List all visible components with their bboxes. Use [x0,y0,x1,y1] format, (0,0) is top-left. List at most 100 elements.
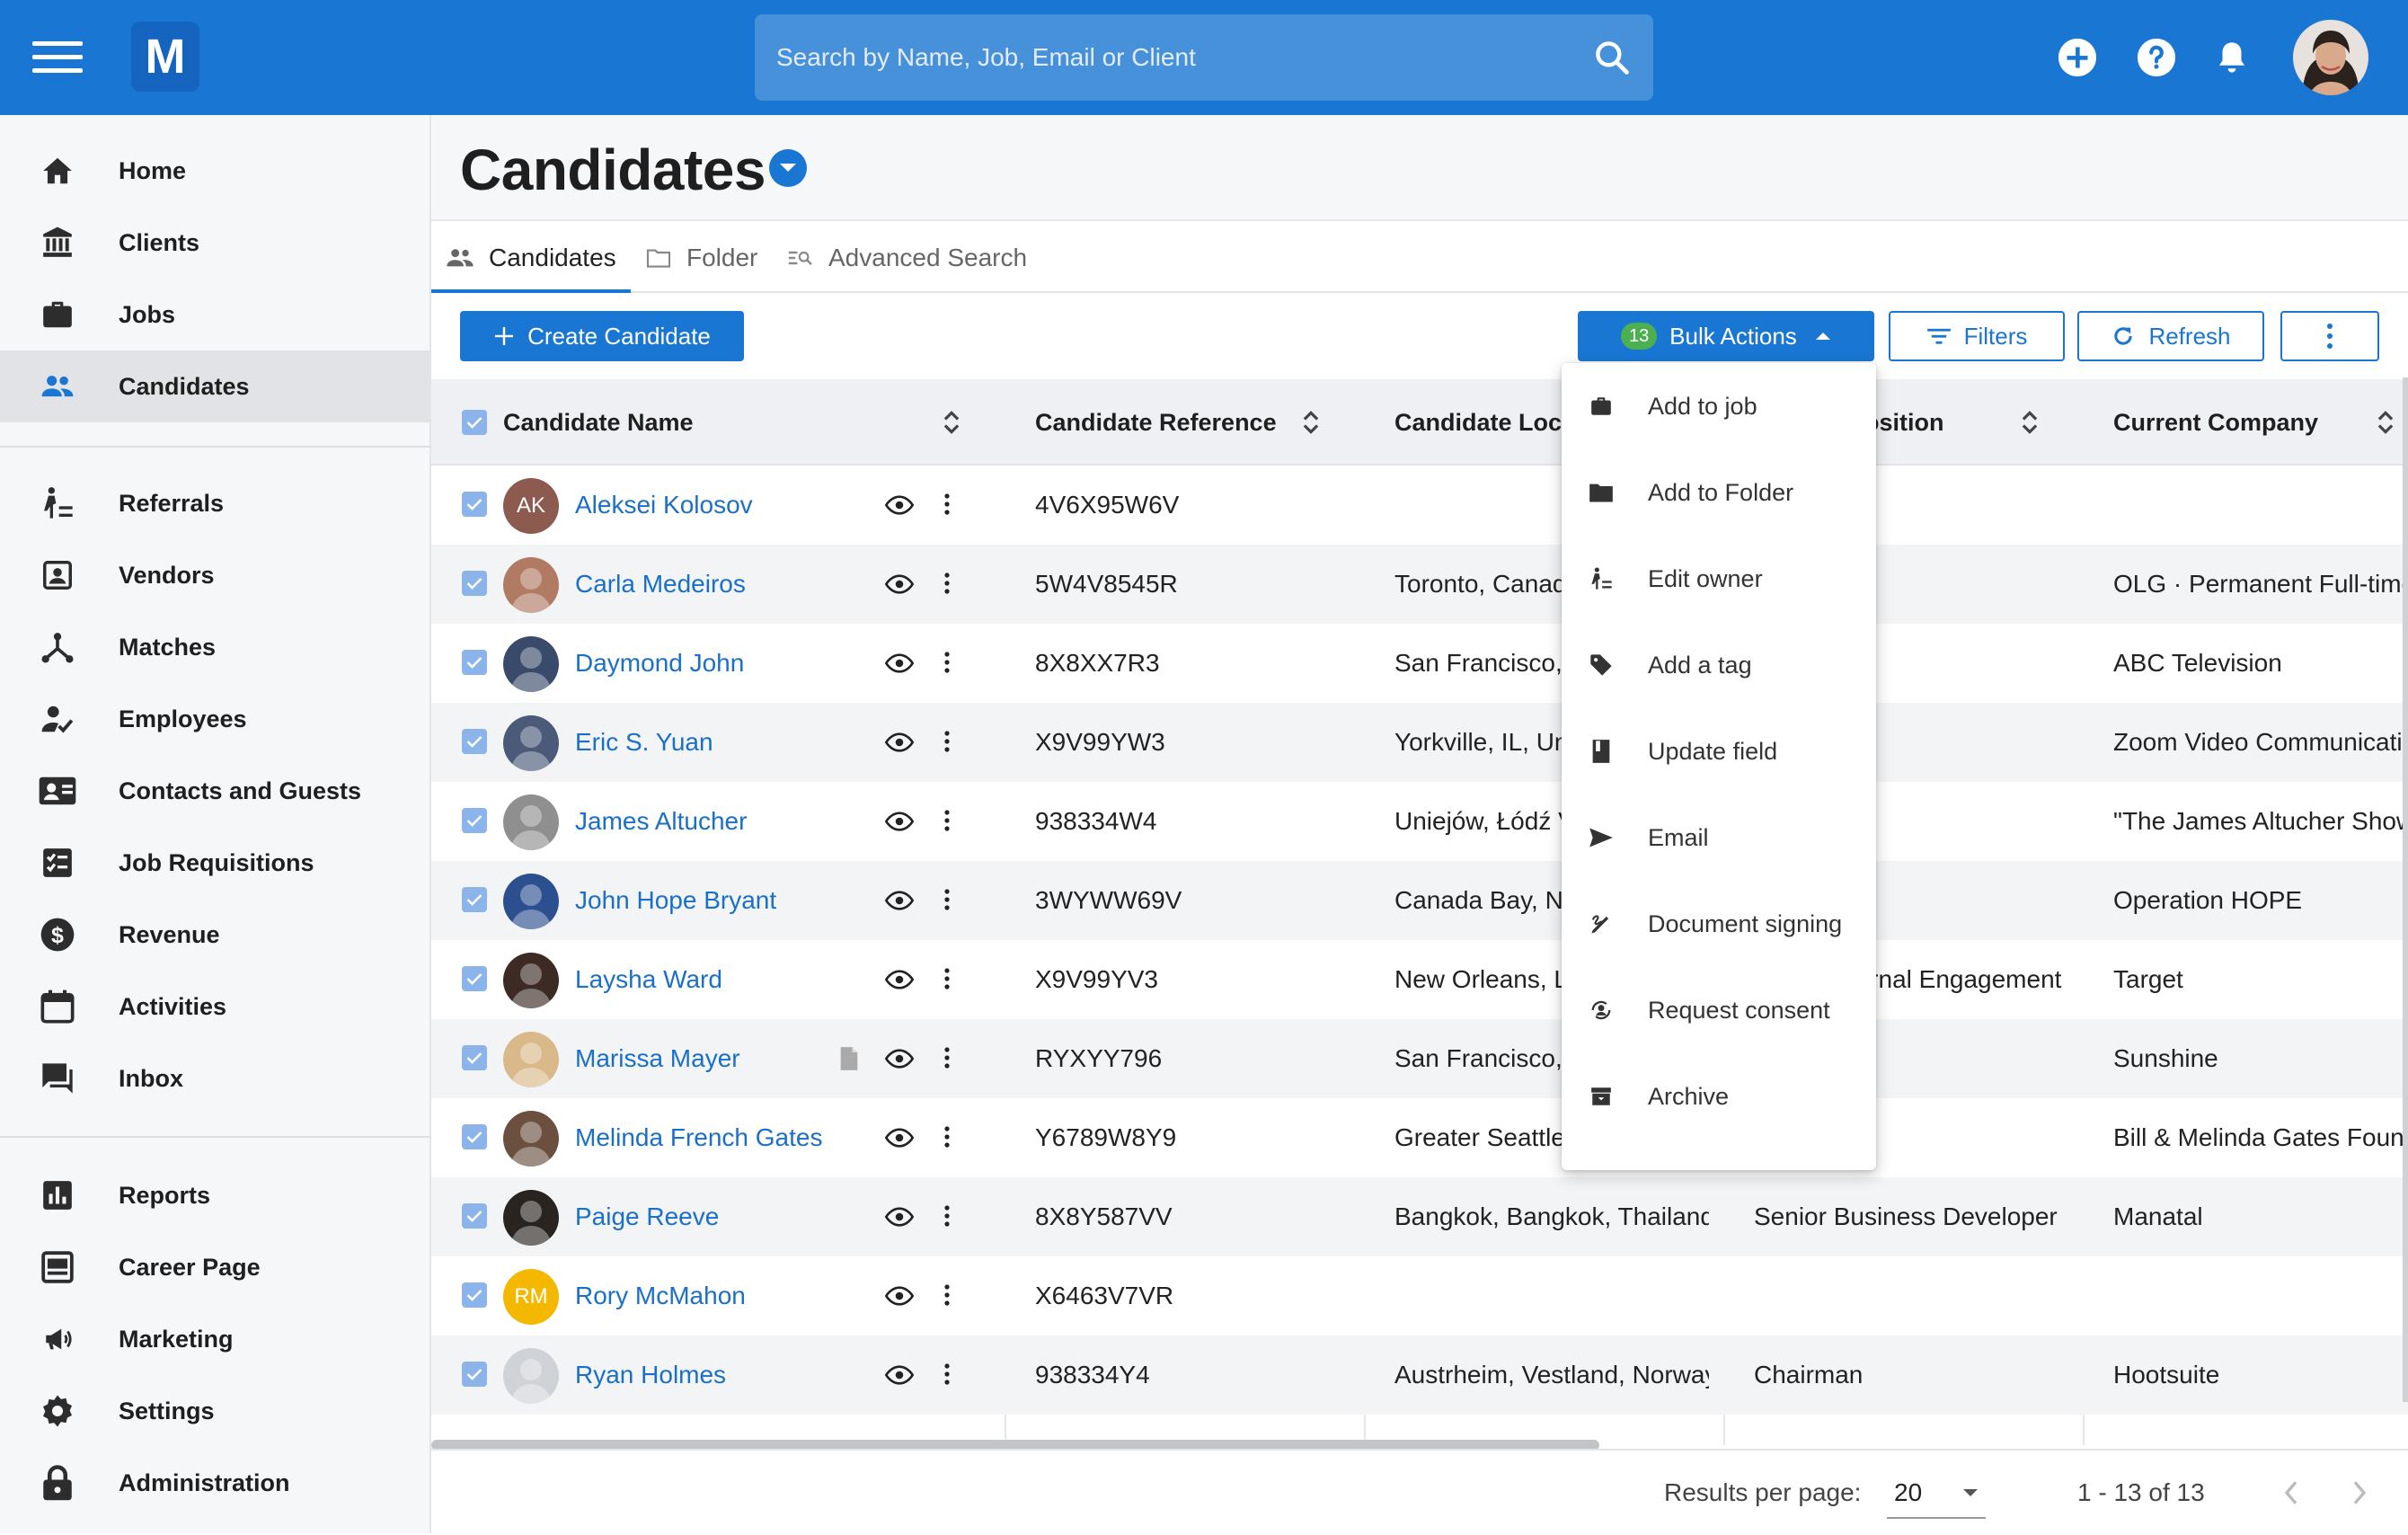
preview-eye-icon[interactable] [884,1123,915,1152]
previous-page-icon[interactable] [2282,1479,2300,1506]
sort-icon[interactable] [2376,408,2395,437]
row-checkbox[interactable] [462,1282,487,1308]
bulk-actions-button[interactable]: 13 Bulk Actions [1578,311,1874,361]
vertical-scrollbar[interactable] [2403,377,2408,1402]
candidate-name-link[interactable]: John Hope Bryant [575,886,777,914]
table-row[interactable]: Daymond John 8X8XX7R3 San Francisco, CA ABC… [431,624,2408,703]
table-row[interactable]: Eric S. Yuan X9V99YW3 Yorkville, IL, Unite… [431,703,2408,782]
candidate-name-link[interactable]: Aleksei Kolosov [575,491,753,519]
sidebar-item-reports[interactable]: Reports [0,1159,429,1231]
row-more-vertical-icon[interactable] [943,647,951,678]
preview-eye-icon[interactable] [884,807,915,836]
sidebar-item-jobs[interactable]: Jobs [0,279,429,350]
row-more-vertical-icon[interactable] [943,884,951,915]
row-more-vertical-icon[interactable] [943,1359,951,1389]
sort-icon[interactable] [2020,408,2040,437]
preview-eye-icon[interactable] [884,886,915,915]
row-checkbox[interactable] [462,492,487,517]
create-candidate-button[interactable]: Create Candidate [460,311,744,361]
preview-eye-icon[interactable] [884,570,915,599]
sidebar-item-employees[interactable]: Employees [0,683,429,755]
column-header-current-company[interactable]: Current Company [2113,408,2319,436]
next-page-icon[interactable] [2350,1479,2368,1506]
preview-eye-icon[interactable] [884,1202,915,1231]
results-per-page-select[interactable]: 20 [1887,1468,1986,1519]
sidebar-item-candidates[interactable]: Candidates [0,350,429,422]
preview-eye-icon[interactable] [884,1044,915,1073]
preview-eye-icon[interactable] [884,491,915,519]
sidebar-item-clients[interactable]: Clients [0,207,429,279]
tab-candidates[interactable]: Candidates [446,223,616,293]
search-input[interactable] [776,14,1567,101]
more-options-button[interactable] [2280,311,2379,361]
candidate-name-link[interactable]: Paige Reeve [575,1202,720,1230]
sort-icon[interactable] [942,408,961,437]
sidebar-item-activities[interactable]: Activities [0,971,429,1043]
candidate-name-link[interactable]: Laysha Ward [575,965,722,993]
table-row[interactable]: RM Rory McMahon X6463V7VR [431,1256,2408,1335]
sidebar-item-matches[interactable]: Matches [0,611,429,683]
row-checkbox[interactable] [462,1045,487,1070]
row-more-vertical-icon[interactable] [943,726,951,757]
candidate-name-link[interactable]: Rory McMahon [575,1282,746,1309]
table-row[interactable]: Ryan Holmes 938334Y4 Austrheim, Vestland, … [431,1335,2408,1415]
search-icon[interactable] [1592,38,1632,77]
app-logo[interactable]: M [131,22,199,92]
sort-icon[interactable] [1301,408,1321,437]
candidate-name-link[interactable]: Melinda French Gates [575,1123,823,1151]
sidebar-item-contacts-and-guests[interactable]: Contacts and Guests [0,755,429,827]
sidebar-item-administration[interactable]: Administration [0,1447,429,1519]
menu-item-archive[interactable]: Archive [1562,1053,1876,1140]
table-row[interactable]: Melinda French Gates Y6789W8Y9 Greater Sea… [431,1098,2408,1177]
preview-eye-icon[interactable] [884,1361,915,1389]
tab-advanced-search[interactable]: Advanced Search [787,223,1027,293]
column-header-candidate-name[interactable]: Candidate Name [503,408,694,436]
sidebar-item-settings[interactable]: Settings [0,1375,429,1447]
table-row[interactable]: Marissa Mayer RYXYY796 San Francisco, CA Su… [431,1019,2408,1098]
candidate-name-link[interactable]: Daymond John [575,649,745,677]
sidebar-item-referrals[interactable]: Referrals [0,467,429,539]
row-more-vertical-icon[interactable] [943,963,951,994]
hamburger-menu-icon[interactable] [29,36,86,79]
sidebar-item-marketing[interactable]: Marketing [0,1303,429,1375]
row-checkbox[interactable] [462,887,487,912]
row-checkbox[interactable] [462,1124,487,1149]
row-checkbox[interactable] [462,650,487,675]
select-all-checkbox[interactable] [462,410,487,435]
tab-folder[interactable]: Folder [645,223,757,293]
chevron-down-icon[interactable] [769,149,807,187]
horizontal-scrollbar[interactable] [431,1440,1599,1451]
row-checkbox[interactable] [462,966,487,991]
candidate-name-link[interactable]: Marissa Mayer [575,1044,740,1072]
row-checkbox[interactable] [462,1203,487,1229]
preview-eye-icon[interactable] [884,649,915,678]
preview-eye-icon[interactable] [884,1282,915,1310]
sidebar-item-inbox[interactable]: Inbox [0,1043,429,1114]
menu-item-update-field[interactable]: Update field [1562,708,1876,794]
add-circle-icon[interactable] [2050,31,2104,84]
table-row[interactable]: John Hope Bryant 3WYWW69V Canada Bay, NSW O… [431,861,2408,940]
row-checkbox[interactable] [462,1362,487,1387]
refresh-button[interactable]: Refresh [2077,311,2264,361]
preview-eye-icon[interactable] [884,728,915,757]
notifications-bell-icon[interactable] [2205,31,2259,84]
menu-item-request-consent[interactable]: Request consent [1562,967,1876,1053]
row-checkbox[interactable] [462,808,487,833]
user-avatar[interactable] [2293,20,2368,95]
menu-item-add-a-tag[interactable]: Add a tag [1562,622,1876,708]
sidebar-item-revenue[interactable]: $ Revenue [0,899,429,971]
row-more-vertical-icon[interactable] [943,1280,951,1310]
preview-eye-icon[interactable] [884,965,915,994]
sidebar-item-home[interactable]: Home [0,135,429,207]
sidebar-item-career-page[interactable]: Career Page [0,1231,429,1303]
table-row[interactable]: AK Aleksei Kolosov 4V6X95W6V [431,466,2408,545]
row-checkbox[interactable] [462,729,487,754]
menu-item-edit-owner[interactable]: Edit owner [1562,536,1876,622]
candidate-name-link[interactable]: Eric S. Yuan [575,728,713,756]
menu-item-add-to-job[interactable]: Add to job [1562,363,1876,449]
candidate-name-link[interactable]: Ryan Holmes [575,1361,727,1389]
row-more-vertical-icon[interactable] [943,1201,951,1231]
candidate-name-link[interactable]: James Altucher [575,807,748,835]
row-more-vertical-icon[interactable] [943,1122,951,1152]
